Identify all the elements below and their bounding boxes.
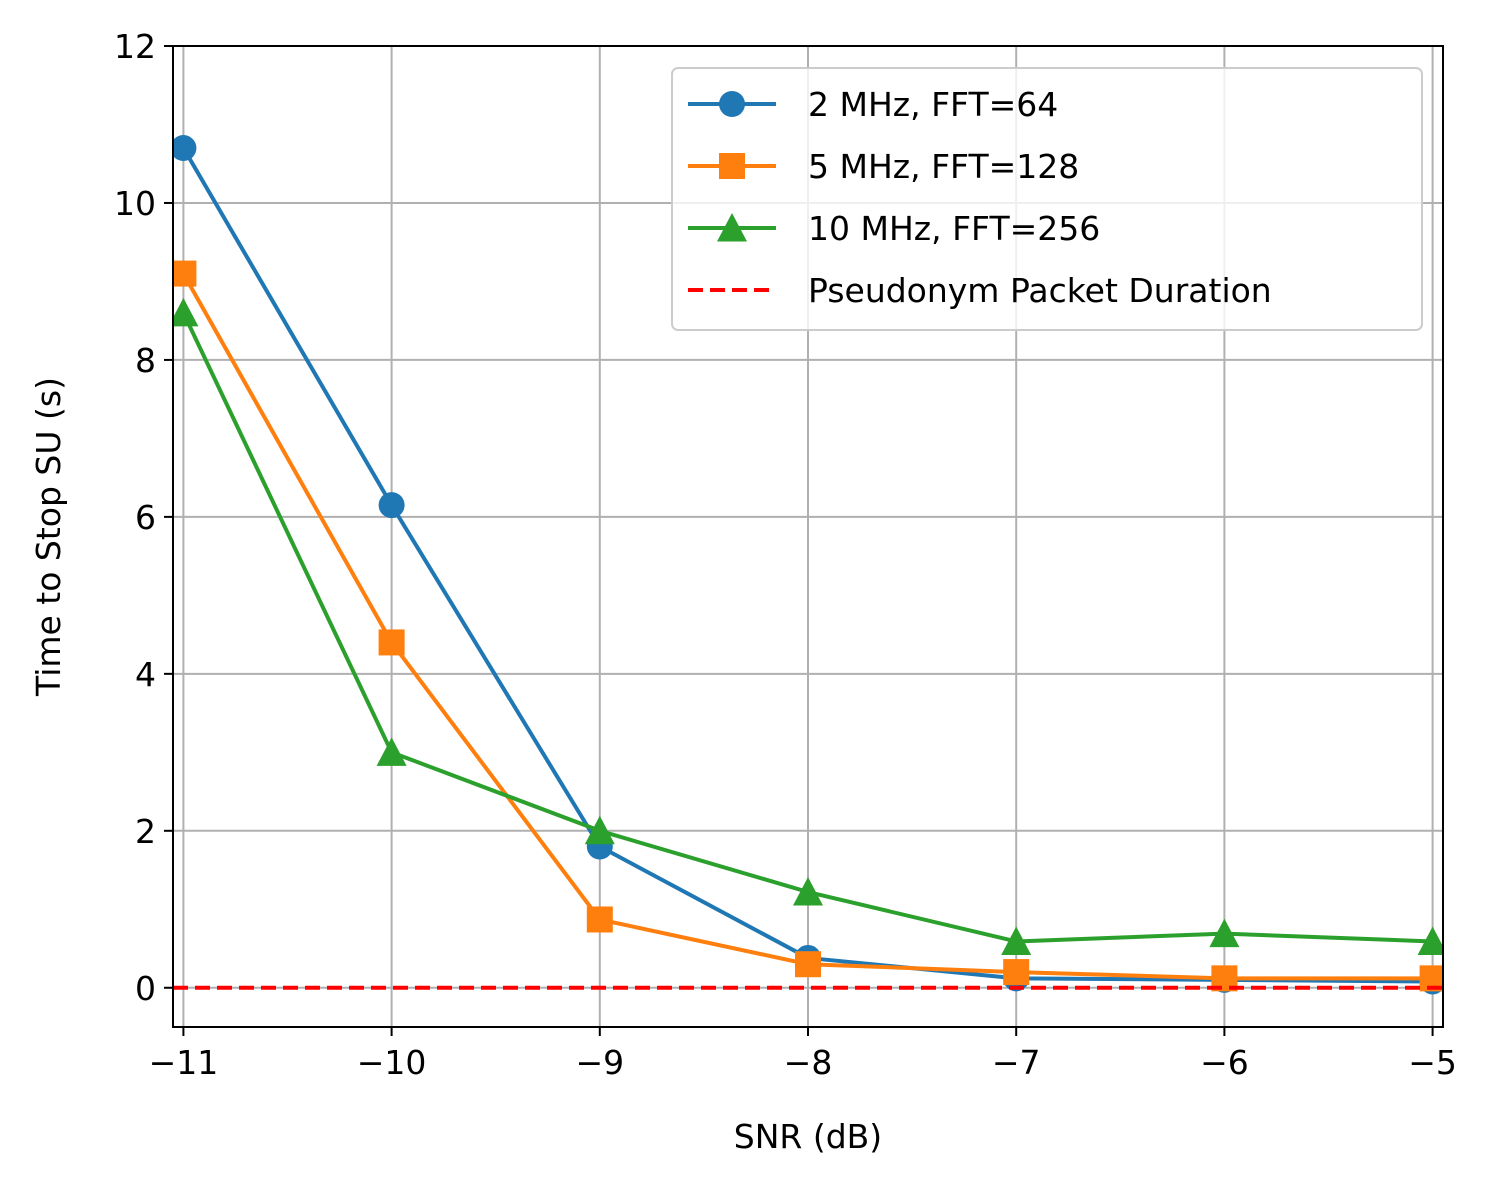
x-tick-label: −5	[1408, 1043, 1457, 1082]
x-axis-label: SNR (dB)	[734, 1117, 882, 1156]
data-point	[376, 737, 407, 766]
y-tick-label: 6	[135, 498, 156, 537]
y-tick-label: 4	[135, 655, 156, 694]
data-point	[584, 815, 615, 845]
data-point	[1209, 918, 1240, 948]
legend-item: 10 MHz, FFT=256	[688, 209, 1100, 248]
series-2	[173, 260, 1443, 992]
legend-label: 10 MHz, FFT=256	[808, 209, 1100, 248]
data-point	[173, 297, 199, 327]
data-point	[1417, 926, 1443, 955]
data-point	[378, 492, 405, 519]
x-tick-label: −6	[1200, 1043, 1249, 1082]
y-tick-label: 2	[135, 812, 156, 851]
legend-marker	[719, 91, 745, 117]
x-tick-label: −10	[357, 1043, 427, 1082]
data-point	[1419, 965, 1443, 992]
x-tick-label: −8	[784, 1043, 833, 1082]
legend-label: Pseudonym Packet Duration	[808, 271, 1272, 310]
y-tick-label: 0	[135, 969, 156, 1008]
x-tick-label: −7	[992, 1043, 1041, 1082]
data-point	[793, 877, 823, 906]
series-layer	[173, 135, 1443, 995]
data-point	[1001, 926, 1032, 955]
legend-item: 2 MHz, FFT=64	[688, 85, 1058, 124]
legend-marker	[719, 153, 745, 179]
legend-item: Pseudonym Packet Duration	[688, 271, 1272, 310]
y-axis-label: Time to Stop SU (s)	[29, 377, 68, 697]
legend-item: 5 MHz, FFT=128	[688, 147, 1079, 186]
legend-box	[671, 67, 1423, 331]
data-point	[586, 906, 613, 933]
series-3	[173, 297, 1443, 955]
data-point	[795, 951, 821, 978]
y-tick-label: 12	[114, 27, 156, 66]
y-tick-label: 8	[135, 341, 156, 380]
data-point	[173, 260, 197, 287]
y-tick-label: 10	[114, 184, 156, 223]
data-point	[173, 135, 197, 162]
x-tick-label: −11	[149, 1043, 219, 1082]
legend-label: 5 MHz, FFT=128	[808, 147, 1079, 186]
data-point	[378, 629, 405, 656]
data-point	[1003, 959, 1030, 986]
legend: 2 MHz, FFT=64 5 MHz, FFT=128 10 MHz, FFT=2…	[671, 67, 1423, 331]
x-tick-label: −9	[575, 1043, 624, 1082]
legend-marker	[717, 213, 747, 242]
ticks: −11 −10 −9 −8 −7 −6 −5 0 2 4 6 8 10 12	[114, 27, 1457, 1082]
legend-label: 2 MHz, FFT=64	[808, 85, 1058, 124]
